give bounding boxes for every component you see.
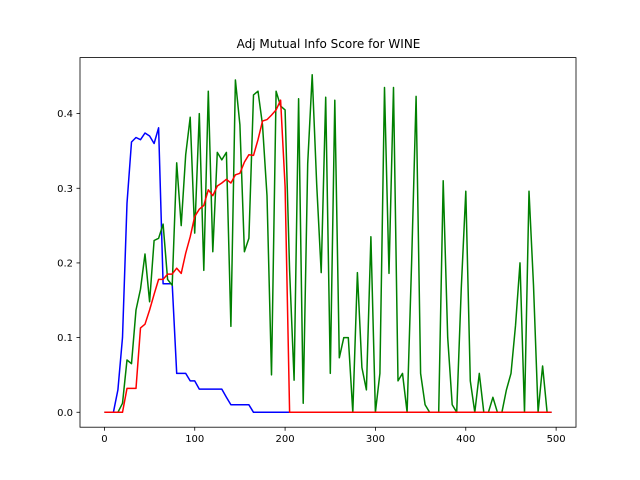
series-line-green: [104, 74, 552, 414]
x-tick-label: 100: [185, 434, 204, 445]
y-tick-label: 0.2: [57, 258, 73, 269]
y-tick-label: 0.0: [57, 408, 73, 419]
chart-title: Adj Mutual Info Score for WINE: [237, 37, 421, 51]
series-line-red: [104, 99, 552, 414]
y-axis: 0.0 0.1 0.2 0.3 0.4: [57, 109, 80, 419]
y-tick-label: 0.3: [57, 184, 73, 195]
series-line-blue: [104, 127, 552, 414]
x-tick-label: 500: [547, 434, 566, 445]
y-tick-label: 0.4: [57, 109, 73, 120]
y-tick-label: 0.1: [57, 333, 73, 344]
plot-frame: [79, 57, 577, 428]
x-tick-label: 0: [101, 434, 107, 445]
x-tick-label: 400: [456, 434, 475, 445]
series-layer: [104, 74, 552, 414]
x-tick-label: 300: [366, 434, 385, 445]
x-axis: 0 100 200 300 400 500: [101, 427, 566, 445]
x-tick-label: 200: [276, 434, 295, 445]
